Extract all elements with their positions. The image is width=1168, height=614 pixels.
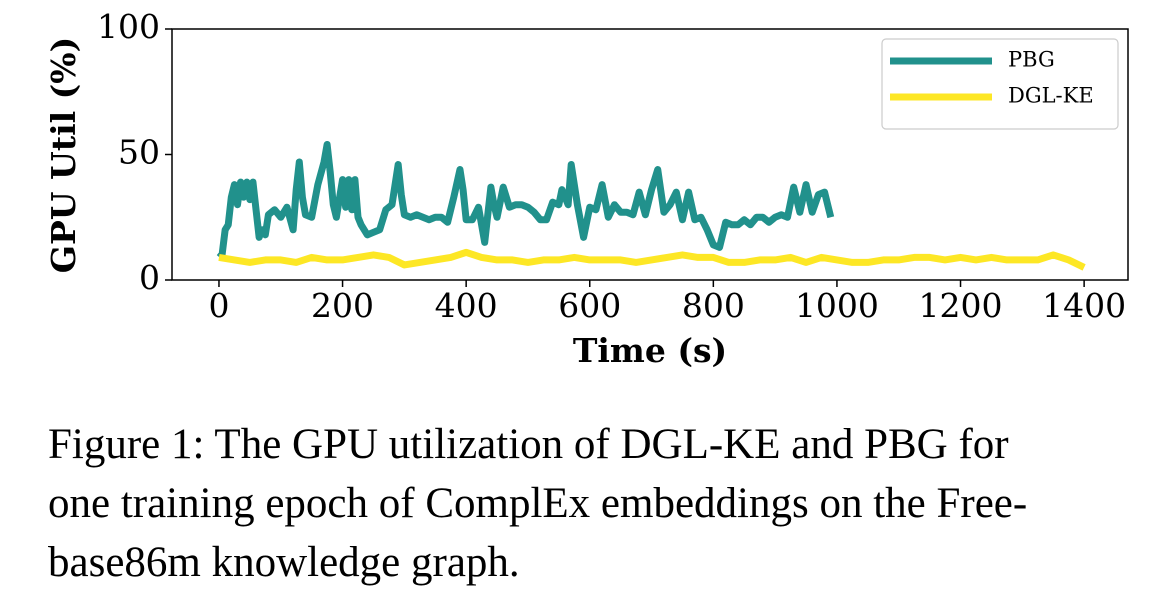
x-axis-label: Time (s) [573, 331, 727, 370]
series-line [218, 248, 1086, 271]
y-tick-label: 100 [97, 7, 160, 46]
legend-label: PBG [1008, 48, 1055, 72]
caption-line: one training epoch of ComplEx embeddings… [48, 480, 1027, 527]
legend-label: DGL-KE [1008, 84, 1094, 108]
plot-frame [171, 28, 1129, 281]
series-line [216, 140, 835, 259]
x-tick-label: 800 [682, 286, 745, 325]
caption-line: Figure 1: The GPU utilization of DGL-KE … [48, 421, 1009, 468]
x-tick-label: 200 [311, 286, 374, 325]
y-axis-label: GPU Util (%) [44, 37, 83, 273]
x-tick-label: 400 [435, 286, 498, 325]
x-tick-label: 600 [558, 286, 621, 325]
x-tick-label: 1000 [795, 286, 879, 325]
x-tick-label: 1200 [919, 286, 1003, 325]
x-tick-label: 1400 [1042, 286, 1126, 325]
y-tick-label: 50 [118, 133, 160, 172]
caption-line: base86m knowledge graph. [48, 539, 520, 586]
x-tick-label: 0 [208, 286, 229, 325]
y-tick-label: 0 [139, 258, 160, 297]
